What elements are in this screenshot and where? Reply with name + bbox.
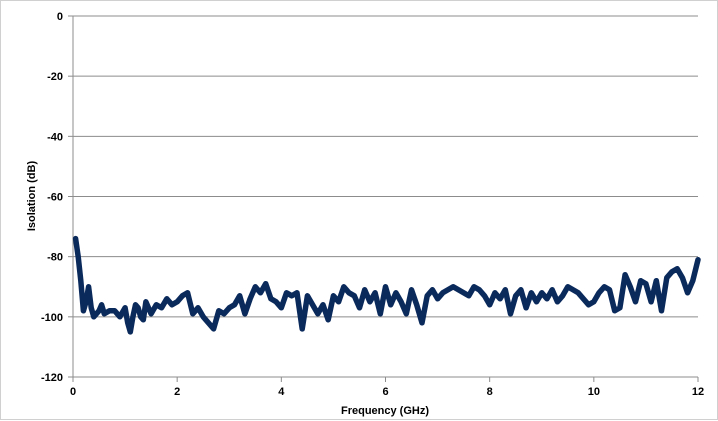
x-tick-label: 4 [278, 386, 285, 398]
series-line-isolation [72, 235, 701, 335]
x-tick-label: 0 [70, 386, 76, 398]
x-tick-label: 12 [692, 386, 704, 398]
y-tick-label: -20 [47, 71, 63, 83]
y-tick-label: -120 [41, 372, 63, 384]
series-layer [72, 235, 701, 335]
y-tick-label: -80 [47, 252, 63, 264]
x-axis-title: Frequency (GHz) [341, 405, 429, 417]
y-axis-title: Isolation (dB) [26, 161, 38, 232]
x-tick-label: 10 [588, 386, 600, 398]
y-tick-label: 0 [57, 11, 63, 23]
y-tick-label: -40 [47, 131, 63, 143]
grid-lines [73, 15, 698, 318]
x-tick-label: 2 [174, 386, 180, 398]
y-tick-labels: 0 -20 -40 -60 -80 -100 -120 [41, 11, 63, 384]
x-tick-labels: 0 2 4 6 8 10 12 [70, 386, 704, 398]
axes [68, 15, 699, 382]
y-tick-label: -60 [47, 192, 63, 204]
x-tick-label: 6 [382, 386, 388, 398]
x-tick-label: 8 [487, 386, 493, 398]
y-tick-label: -100 [41, 312, 63, 324]
